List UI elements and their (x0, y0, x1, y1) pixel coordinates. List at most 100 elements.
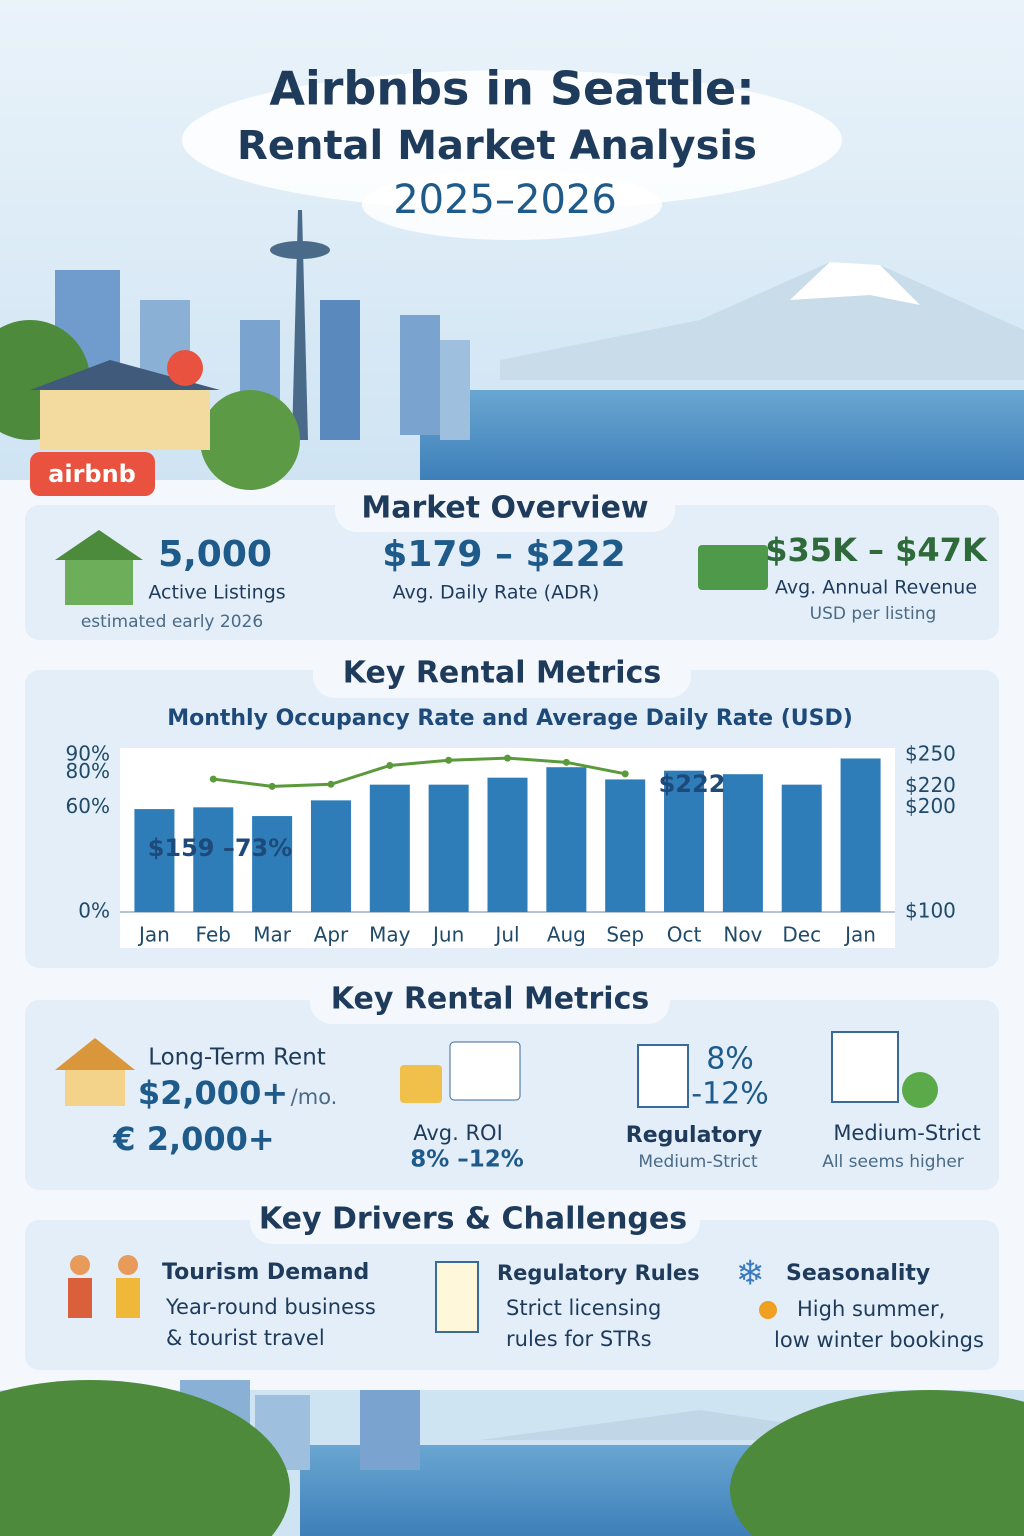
section-title: Key Drivers & Challenges (259, 1202, 687, 1237)
chart-title: Monthly Occupancy Rate and Average Daily… (167, 706, 853, 731)
bar (781, 784, 822, 912)
adr-point (327, 780, 335, 788)
pin (167, 350, 203, 386)
title: Airbnbs in Seattle: (269, 62, 754, 116)
bar (134, 809, 175, 912)
needle-top (270, 241, 330, 259)
check-icon (902, 1072, 938, 1108)
driver-line: Strict licensing (506, 1296, 661, 1320)
bar (546, 767, 587, 912)
overview-value: $35K – $47K (765, 531, 988, 569)
money-icon (698, 545, 768, 590)
metric-alt: € 2,000+ (112, 1120, 274, 1158)
y2-tick-label: $220 (905, 773, 956, 797)
snowflake-icon: ❄ (736, 1254, 765, 1294)
building (320, 300, 360, 440)
sun-icon (759, 1301, 777, 1319)
overview-value: $179 – $222 (382, 534, 625, 575)
driver-title: Regulatory Rules (497, 1261, 700, 1285)
house-icon (55, 1038, 135, 1070)
x-tick-label: Oct (667, 923, 702, 947)
adr-point (209, 775, 217, 783)
adr-line (213, 756, 626, 788)
adr-point (268, 782, 276, 790)
driver-line: low winter bookings (774, 1328, 984, 1352)
drivers-card (25, 1220, 999, 1370)
roof (30, 360, 220, 390)
forest (730, 1390, 1024, 1536)
bar (664, 770, 705, 912)
y2-tick-label: $100 (905, 899, 956, 923)
annotation: $159 –73% (148, 834, 293, 862)
overview-label: Avg. Daily Rate (ADR) (393, 582, 600, 604)
overview-label: Avg. Annual Revenue (775, 577, 977, 599)
house-icon (65, 1068, 125, 1106)
building (360, 1390, 420, 1470)
house (40, 390, 210, 450)
cloud (362, 170, 662, 240)
badge-text: airbnb (48, 460, 136, 488)
x-tick-label: Mar (253, 923, 292, 947)
water (420, 390, 1024, 480)
x-tick-label: Jan (843, 923, 876, 947)
bar (252, 816, 293, 912)
x-tick-label: Dec (782, 923, 821, 947)
metric-top: -12% (691, 1077, 769, 1112)
x-tick-label: May (369, 923, 411, 947)
snow (790, 262, 920, 305)
driver-line: High summer, (797, 1297, 945, 1321)
adr-point (621, 770, 629, 778)
x-tick-label: Apr (314, 923, 349, 947)
bar (840, 758, 881, 912)
overview-note: USD per listing (810, 604, 937, 624)
person-icon (118, 1255, 138, 1275)
cloud (182, 70, 842, 210)
overview-note: estimated early 2026 (81, 612, 263, 632)
y2-tick-label: $200 (905, 794, 956, 818)
reg-icon (637, 1044, 689, 1108)
building (440, 340, 470, 440)
y-tick-label: 60% (66, 794, 110, 818)
house-icon (65, 555, 133, 605)
y-tick-label: 90% (66, 742, 110, 766)
metric-top: 8% (706, 1042, 754, 1077)
section-title-bg (335, 486, 675, 532)
section-title: Market Overview (361, 491, 648, 526)
person-icon (116, 1278, 140, 1318)
driver-line: & tourist travel (166, 1326, 325, 1350)
bar (487, 777, 528, 912)
x-tick-label: Nov (723, 923, 762, 947)
bar (722, 774, 763, 912)
y-tick-label: 80% (66, 759, 110, 783)
metric-sub: Medium-Strict (638, 1152, 758, 1172)
metric-label: Medium-Strict (833, 1121, 980, 1145)
forest (0, 1380, 290, 1536)
roi-icon (400, 1065, 442, 1103)
metric-value: $2,000+ (138, 1074, 288, 1112)
adr-point (504, 754, 511, 762)
overview-label: Active Listings (148, 582, 285, 604)
years: 2025–2026 (393, 177, 617, 223)
driver-title: Seasonality (786, 1261, 930, 1286)
metric-label: Long-Term Rent (148, 1045, 326, 1071)
person-icon (70, 1255, 90, 1275)
adr-point (386, 761, 394, 769)
metric-label: Regulatory (626, 1123, 762, 1148)
section-title: Key Rental Metrics (331, 982, 649, 1017)
roi-icon (449, 1041, 521, 1101)
bar (369, 784, 410, 912)
driver-line: Year-round business (165, 1295, 376, 1319)
y-tick-label: 0% (78, 899, 110, 923)
x-tick-label: Aug (547, 923, 586, 947)
building (400, 315, 440, 435)
bar (310, 800, 351, 912)
x-tick-label: Sep (606, 923, 644, 947)
x-tick-label: Feb (196, 923, 231, 947)
adr-point (445, 756, 453, 764)
section-title-bg (313, 652, 691, 698)
doc-icon (831, 1031, 899, 1103)
driver-title: Tourism Demand (162, 1260, 369, 1285)
person-icon (68, 1278, 92, 1318)
bar (605, 779, 646, 912)
